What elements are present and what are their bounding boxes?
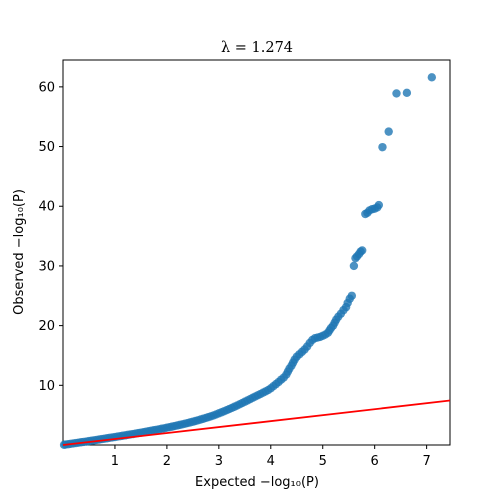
- y-tick-label: 40: [38, 200, 55, 215]
- x-axis-ticks: 1 2 3 4 5 6 7: [111, 445, 431, 469]
- reference-line: [62, 399, 451, 446]
- plot-area: 1 2 3 4 5 6 7 10 20 30 40 50 60: [38, 59, 451, 469]
- y-axis-ticks: 10 20 30 40 50 60: [38, 80, 63, 394]
- x-tick-label: 4: [267, 454, 275, 469]
- data-point: [349, 261, 359, 271]
- axes-frame: [62, 59, 451, 446]
- data-point: [347, 291, 357, 300]
- x-tick-label: 2: [163, 454, 171, 469]
- data-point: [392, 89, 401, 98]
- data-point: [378, 142, 387, 152]
- points-layer: [59, 73, 437, 450]
- y-tick-label: 50: [38, 140, 55, 155]
- x-tick-label: 5: [319, 454, 327, 469]
- x-tick-label: 6: [371, 454, 379, 469]
- data-point: [402, 88, 412, 98]
- x-tick-label: 1: [111, 454, 119, 469]
- x-axis-label: Expected −log₁₀(P): [195, 475, 319, 490]
- data-point: [358, 246, 367, 255]
- y-axis-label: Observed −log₁₀(P): [12, 189, 27, 315]
- y-tick-label: 30: [38, 259, 55, 274]
- data-point: [374, 200, 384, 210]
- y-tick-label: 60: [38, 80, 55, 95]
- x-tick-label: 7: [422, 454, 430, 469]
- data-point: [427, 73, 437, 82]
- x-tick-label: 3: [215, 454, 223, 469]
- data-point: [384, 127, 393, 136]
- y-tick-label: 10: [38, 379, 55, 394]
- y-tick-label: 20: [38, 319, 55, 334]
- chart-title: λ = 1.274: [221, 40, 293, 56]
